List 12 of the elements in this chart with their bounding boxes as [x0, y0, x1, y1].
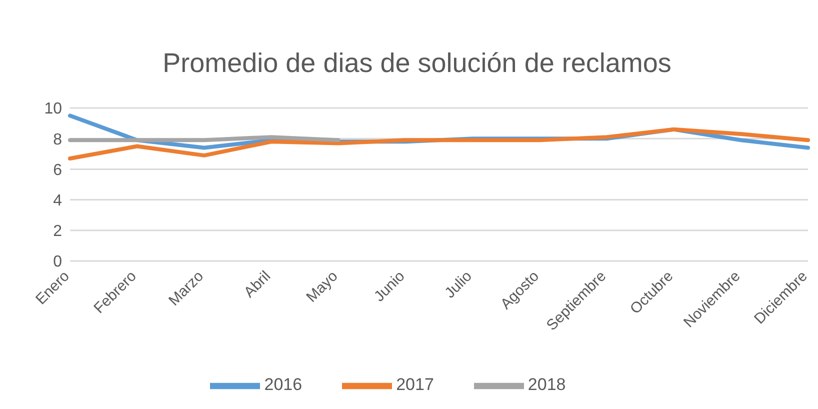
y-tick-label: 8 [53, 131, 62, 148]
legend-label: 2018 [528, 375, 566, 394]
line-series [68, 127, 810, 160]
x-tick-label: Julio [442, 268, 476, 302]
legend-label: 2016 [264, 375, 302, 394]
y-tick-label: 0 [53, 254, 62, 271]
y-tick-label: 10 [44, 100, 62, 118]
y-tick-label: 2 [53, 223, 62, 240]
y-tick-label: 6 [53, 162, 62, 179]
chart-title: Promedio de dias de solución de reclamos [162, 47, 672, 80]
y-tick-label: 4 [53, 192, 62, 210]
legend-label: 2017 [396, 375, 434, 394]
